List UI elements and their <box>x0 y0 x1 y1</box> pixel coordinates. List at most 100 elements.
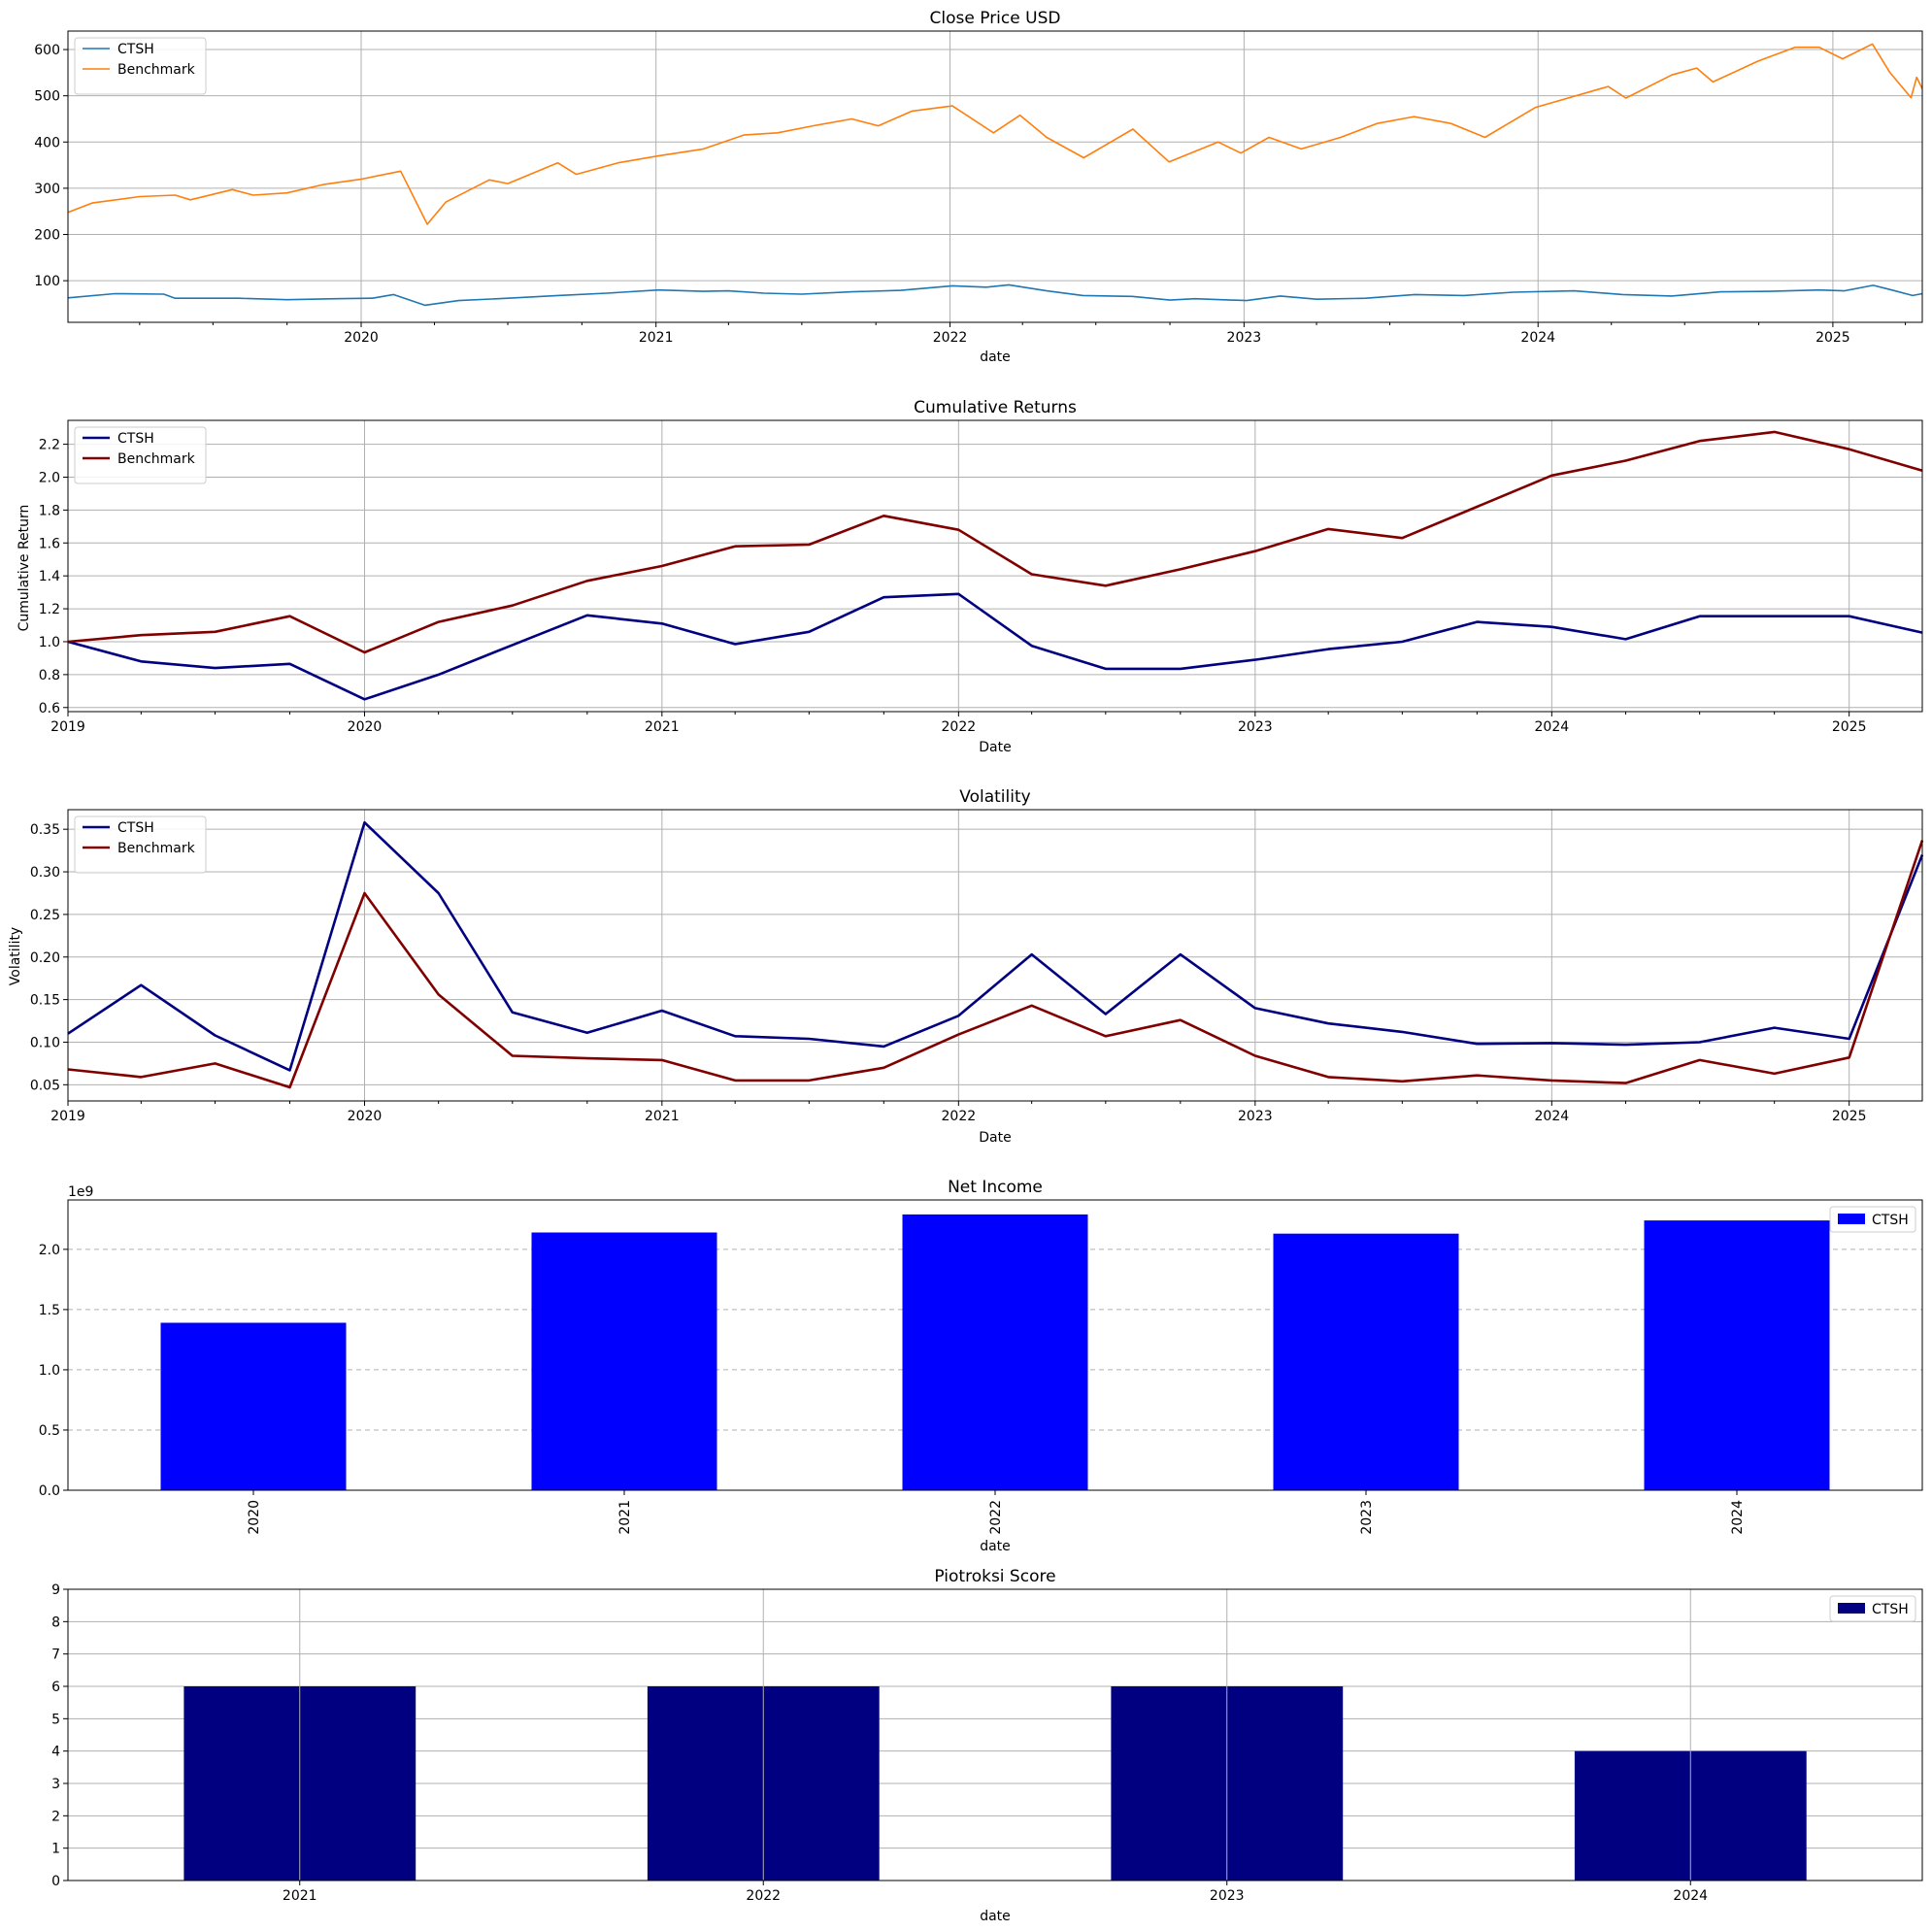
x-tick-label: 2024 <box>1730 1500 1746 1535</box>
series-line-ctsh <box>67 592 1923 701</box>
y-tick-label: 0.6 <box>39 701 60 716</box>
x-tick-label: 2019 <box>50 1109 85 1124</box>
series-line-benchmark <box>67 430 1923 654</box>
y-tick-label: 0.8 <box>39 668 60 683</box>
legend: CTSH <box>1829 1595 1916 1622</box>
x-tick-label: 2024 <box>1520 330 1555 346</box>
cumulative-returns-ylabel: Cumulative Return <box>17 505 32 632</box>
plot-frame <box>67 30 1923 323</box>
x-tick-label: 2019 <box>50 719 85 735</box>
y-tick-label: 400 <box>34 135 60 150</box>
close-price-title: Close Price USD <box>930 9 1061 28</box>
series-line-benchmark <box>67 840 1924 1089</box>
cumulative-returns-title: Cumulative Returns <box>914 398 1077 417</box>
plot-frame <box>67 1588 1923 1881</box>
series-line-ctsh <box>67 283 1923 307</box>
y-tick-label: 1.6 <box>39 536 60 551</box>
y-tick-label: 1.0 <box>39 1363 60 1379</box>
y-tick-label: 1.8 <box>39 503 60 518</box>
legend-label: Benchmark <box>117 62 196 78</box>
x-tick-label: 2021 <box>639 330 674 346</box>
y-tick-label: 0.10 <box>30 1035 60 1050</box>
legend: CTSH <box>1829 1206 1916 1233</box>
legend-label: CTSH <box>117 431 154 447</box>
y-tick-label: 1.5 <box>39 1303 60 1318</box>
plot-frame <box>67 1199 1923 1491</box>
x-tick-label: 2023 <box>1238 1109 1273 1124</box>
piotroski-score-xlabel: date <box>980 1909 1011 1924</box>
y-tick-label: 2.0 <box>39 1243 60 1258</box>
x-tick-label: 2022 <box>933 330 968 346</box>
y-tick-label: 0.05 <box>30 1078 60 1093</box>
x-tick-label: 2022 <box>942 1109 977 1124</box>
y-tick-label: 300 <box>34 182 60 197</box>
legend: CTSH Benchmark <box>74 37 207 95</box>
x-tick-label: 2023 <box>1210 1888 1245 1904</box>
cumulative-returns-xlabel: Date <box>979 740 1011 755</box>
y-tick-label: 0.15 <box>30 993 60 1009</box>
y-tick-label: 100 <box>34 274 60 289</box>
legend-box <box>74 426 207 484</box>
y-tick-label: 0.0 <box>39 1483 60 1499</box>
y-tick-label: 600 <box>34 43 60 58</box>
y-tick-label: 0.25 <box>30 908 60 923</box>
y-tick-label: 3 <box>51 1777 60 1792</box>
net-income-title: Net Income <box>948 1178 1043 1197</box>
y-tick-label: 1.4 <box>39 569 60 584</box>
legend-swatch <box>1838 1214 1865 1224</box>
piotroski-score-panel: Piotroksi Score date 0 1 2 3 4 5 6 7 8 9 2021 2022 2… <box>51 1567 1923 1924</box>
bar-2022 <box>902 1214 1088 1490</box>
bar-2021 <box>531 1232 717 1490</box>
x-tick-label: 2023 <box>1227 330 1262 346</box>
y-tick-label: 6 <box>51 1680 60 1695</box>
y-tick-label: 9 <box>51 1582 60 1598</box>
y-tick-label: 1.0 <box>39 635 60 650</box>
bar-2024 <box>1644 1220 1830 1490</box>
close-price-panel: Close Price USD date 2020 2021 2022 2023 202… <box>34 9 1923 365</box>
y-tick-label: 0.5 <box>39 1423 60 1439</box>
y-tick-label: 0.35 <box>30 822 60 838</box>
legend: CTSH Benchmark <box>74 816 207 874</box>
x-tick-label: 2025 <box>1832 1109 1867 1124</box>
y-tick-label: 200 <box>34 228 60 244</box>
x-tick-label: 2020 <box>348 1109 383 1124</box>
volatility-xlabel: Date <box>979 1130 1011 1146</box>
legend-label: CTSH <box>117 820 154 836</box>
net-income-panel: Net Income date 1e9 0.0 0.5 1.0 1.5 2.0 2020 2… <box>39 1178 1923 1554</box>
legend: CTSH Benchmark <box>74 426 207 484</box>
y-tick-label: 2.0 <box>39 470 60 485</box>
x-tick-label: 2024 <box>1535 1109 1570 1124</box>
x-tick-label: 2024 <box>1535 719 1570 735</box>
y-tick-label: 8 <box>51 1615 60 1630</box>
y-tick-label: 4 <box>51 1745 60 1760</box>
bar-2023 <box>1273 1233 1459 1490</box>
x-tick-label: 2025 <box>1815 330 1850 346</box>
legend-box <box>74 816 207 874</box>
volatility-title: Volatility <box>959 787 1030 807</box>
series-line-benchmark <box>67 43 1923 225</box>
x-tick-label: 2021 <box>283 1888 317 1904</box>
x-tick-label: 2022 <box>942 719 977 735</box>
y-tick-label: 0 <box>51 1874 60 1889</box>
y-tick-label: 0.30 <box>30 865 60 881</box>
volatility-ylabel: Volatility <box>8 927 23 985</box>
legend-box <box>74 37 207 95</box>
piotroski-score-title: Piotroksi Score <box>934 1567 1055 1586</box>
y-tick-label: 500 <box>34 89 60 105</box>
cumulative-returns-panel: Cumulative Returns Date Cumulative Retur… <box>17 398 1923 755</box>
legend-label: CTSH <box>1872 1213 1909 1228</box>
y-tick-label: 0.20 <box>30 950 60 966</box>
x-tick-label: 2023 <box>1238 719 1273 735</box>
y-tick-label: 2 <box>51 1809 60 1824</box>
x-tick-label: 2021 <box>645 1109 680 1124</box>
series-line-ctsh <box>67 820 1924 1072</box>
y-tick-label: 5 <box>51 1712 60 1727</box>
y-tick-label: 7 <box>51 1648 60 1663</box>
x-tick-label: 2022 <box>746 1888 781 1904</box>
x-tick-label: 2025 <box>1832 719 1867 735</box>
y-tick-label: 2.2 <box>39 438 60 453</box>
y-tick-label: 1.2 <box>39 602 60 617</box>
net-income-xlabel: date <box>980 1539 1011 1554</box>
legend-box <box>1829 1595 1916 1622</box>
x-tick-label: 2020 <box>344 330 379 346</box>
